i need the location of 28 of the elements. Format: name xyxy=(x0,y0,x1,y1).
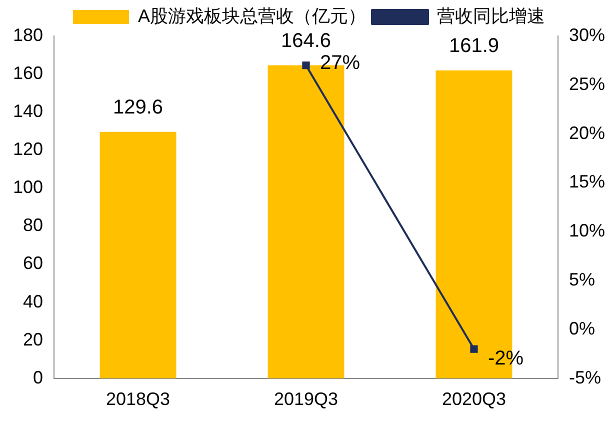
data-label: 129.6 xyxy=(112,96,164,118)
x-tick-label: 2019Q3 xyxy=(274,389,338,410)
legend-label: A股游戏板块总营收（亿元） xyxy=(138,6,366,26)
y-tick-label: 140 xyxy=(12,101,44,122)
data-label: 161.9 xyxy=(448,34,500,57)
y2-tick-label: 5% xyxy=(568,270,595,290)
y-tick-label: 60 xyxy=(23,253,44,274)
y-tick-label: 0 xyxy=(33,367,44,388)
bar xyxy=(100,132,176,378)
legend-label: 营收同比增速 xyxy=(437,6,546,26)
y-tick-label: 180 xyxy=(12,24,44,45)
y2-tick-label: 0% xyxy=(568,318,595,338)
y-tick-label: 20 xyxy=(23,329,44,350)
y2-tick-label: -5% xyxy=(568,367,601,388)
y2-tick-label: 30% xyxy=(568,24,606,45)
y2-tick-label: 20% xyxy=(568,122,606,143)
y2-tick-label: 15% xyxy=(568,172,606,192)
y-tick-label: 120 xyxy=(12,139,44,160)
y2-tick-label: 25% xyxy=(568,74,606,94)
y-tick-label: 80 xyxy=(23,215,44,236)
y2-tick-label: 10% xyxy=(568,220,606,241)
y-tick-label: 40 xyxy=(23,291,44,312)
y-tick-label: 160 xyxy=(12,63,44,84)
data-label: 164.6 xyxy=(280,30,332,52)
y-tick-label: 100 xyxy=(12,177,44,198)
x-tick-label: 2018Q3 xyxy=(106,389,170,410)
data-label: 27% xyxy=(320,52,360,74)
x-tick-label: 2020Q3 xyxy=(442,389,506,410)
